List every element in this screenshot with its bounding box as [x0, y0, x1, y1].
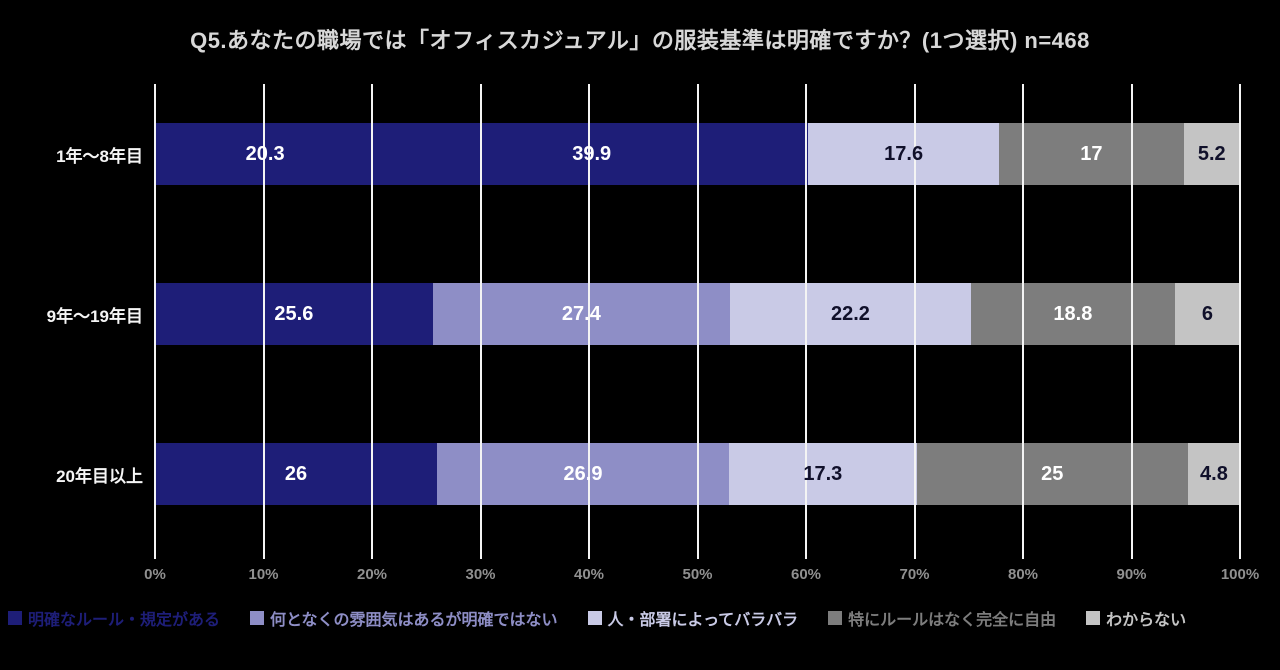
legend: 明確なルール・規定がある 何となくの雰囲気はあるが明確ではない 人・部署によってバラ… [8, 606, 1186, 630]
bar-segment: 5.2 [1183, 123, 1240, 185]
category-label: 20年目以上 [56, 466, 143, 486]
legend-swatch [828, 611, 843, 625]
x-axis-tick-label: 20% [356, 566, 388, 583]
legend-label: わからない [1106, 612, 1187, 629]
gridline [805, 84, 807, 559]
bar-segment: 4.8 [1187, 443, 1240, 505]
bar-segment: 20.3 [155, 123, 376, 185]
segment-value-label: 20.3 [245, 142, 285, 165]
gridline [154, 84, 156, 559]
legend-item: 何となくの雰囲気はあるが明確ではない [250, 606, 558, 630]
segment-value-label: 18.8 [1053, 302, 1093, 325]
segment-value-label: 17.6 [884, 142, 924, 165]
segment-value-label: 17.3 [803, 462, 843, 485]
x-axis-tick-label: 80% [1007, 566, 1039, 583]
gridline [262, 84, 265, 559]
bar-segment: 6 [1174, 283, 1240, 345]
x-axis-tick-label: 40% [573, 566, 605, 583]
x-axis-tick-label: 60% [790, 566, 822, 583]
gridline [479, 84, 482, 559]
legend-item: 明確なルール・規定がある [8, 606, 220, 630]
segment-value-label: 27.4 [561, 302, 601, 325]
segment-value-label: 6 [1201, 302, 1213, 325]
legend-swatch [1086, 611, 1101, 625]
x-axis-tick-label: 0% [144, 566, 166, 583]
category-label: 1年〜8年目 [56, 146, 143, 166]
legend-label: 人・部署によってバラバラ [607, 612, 799, 629]
bar-segment: 17 [999, 123, 1184, 185]
bar-segment: 26.9 [437, 443, 729, 505]
gridline [696, 84, 699, 559]
bar-segment: 25 [916, 443, 1188, 505]
bar-row: 26 26.9 17.3 25 4.8 [155, 443, 1240, 505]
segment-value-label: 25 [1041, 462, 1064, 485]
x-axis-tick-label: 90% [1116, 566, 1147, 583]
x-axis-tick-label: 100% [1220, 566, 1260, 583]
bar-segment: 25.6 [155, 283, 433, 345]
x-axis-tick-label: 70% [899, 566, 930, 583]
x-axis-tick-label: 50% [682, 566, 713, 583]
bar-row: 20.3 39.9 17.6 17 5.2 [155, 123, 1240, 185]
segment-value-label: 5.2 [1197, 142, 1226, 165]
segment-value-label: 26 [284, 462, 308, 485]
legend-swatch [250, 611, 265, 625]
legend-item: 人・部署によってバラバラ [587, 606, 799, 630]
bar-segment: 17.6 [808, 123, 1000, 185]
segment-value-label: 25.6 [274, 302, 314, 325]
x-axis-tick-label: 10% [248, 566, 279, 583]
bar-segment: 27.4 [432, 283, 731, 345]
bar-segment: 18.8 [970, 283, 1175, 345]
gridline [1130, 84, 1133, 559]
segment-value-label: 26.9 [563, 462, 603, 485]
legend-label: 明確なルール・規定がある [28, 612, 221, 629]
legend-label: 何となくの雰囲気はあるが明確ではない [270, 612, 558, 629]
category-label: 9年〜19年目 [46, 306, 143, 326]
segment-value-label: 17 [1080, 142, 1103, 165]
legend-label: 特にルールはなく完全に自由 [848, 612, 1057, 629]
legend-item: わからない [1086, 606, 1186, 630]
segment-value-label: 39.9 [572, 142, 612, 165]
x-axis-tick-label: 30% [465, 566, 496, 583]
legend-swatch [587, 611, 602, 625]
bar-segment: 39.9 [375, 123, 809, 185]
bar-segment: 26 [155, 443, 438, 505]
bar-row: 25.6 27.4 22.2 18.8 6 [155, 283, 1240, 345]
gridline [1022, 84, 1024, 559]
bar-segment: 17.3 [728, 443, 917, 505]
gridline [588, 84, 590, 559]
segment-value-label: 4.8 [1200, 462, 1228, 485]
segment-value-label: 22.2 [830, 302, 870, 325]
gridline [371, 84, 373, 559]
legend-swatch [8, 611, 22, 625]
chart-title: Q5.あなたの職場では「オフィスカジュアル」の服装基準は明確ですか？(1つ選択)… [190, 28, 1090, 53]
gridline [913, 84, 916, 559]
gridline [1239, 84, 1241, 559]
bar-segment: 22.2 [730, 283, 971, 345]
legend-item: 特にルールはなく完全に自由 [828, 606, 1056, 630]
